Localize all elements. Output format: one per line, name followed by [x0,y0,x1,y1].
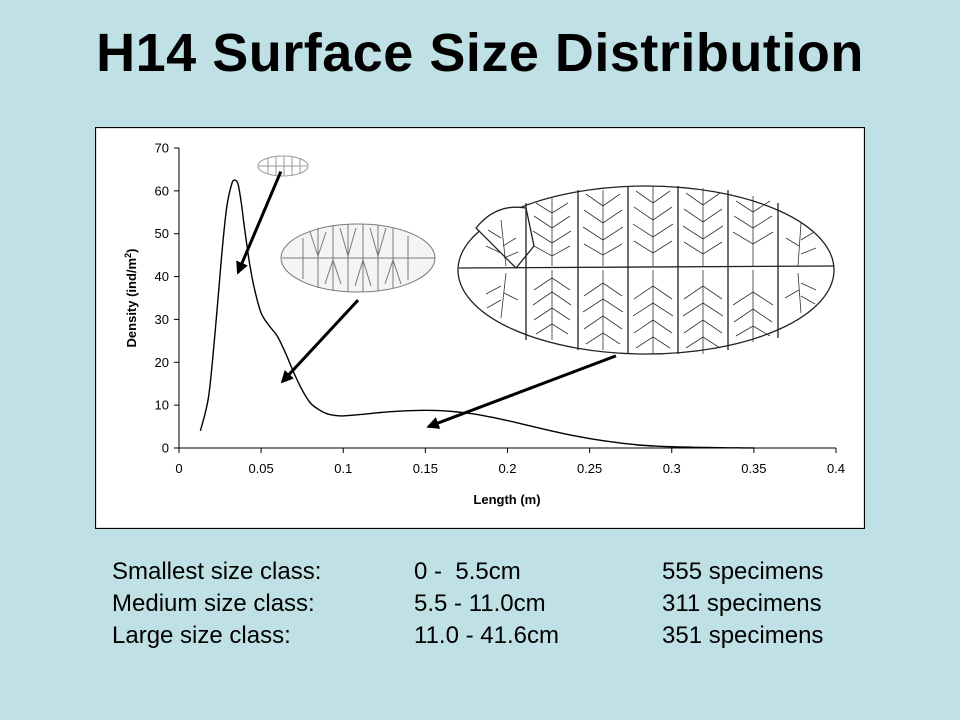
size-class-count: 311 specimens [662,590,822,617]
x-tick-label: 0.35 [741,461,766,476]
size-class-label: Large size class: [112,622,291,649]
x-tick-label: 0 [175,461,182,476]
annotation-arrows [236,170,617,429]
y-axis-title: Density (ind/m2) [123,249,139,348]
size-class-count: 351 specimens [662,622,824,649]
y-tick-label: 50 [155,226,169,241]
size-class-range: 0 - 5.5cm [414,558,521,585]
x-tick-label: 0.05 [248,461,273,476]
chart-panel: 0 10 20 30 40 50 60 70 0 0.05 0.1 0.15 0.2 0.25 0.3 0.… [95,127,865,529]
x-tick-label: 0.2 [498,461,516,476]
density-curve [199,179,754,449]
summary-row-medium: Medium size class: 5.5 - 11.0cm 311 spec… [112,590,872,622]
x-tick-label: 0.4 [827,461,845,476]
x-axis-title: Length (m) [473,492,540,507]
y-tick-label: 40 [155,269,169,284]
y-tick-label: 10 [155,398,169,413]
medium-specimen-drawing [280,223,436,293]
annotation-arrow [426,354,617,429]
small-specimen-drawing [257,155,309,177]
x-axis-ticks: 0 0.05 0.1 0.15 0.2 0.25 0.3 0.35 0.4 [175,448,845,476]
summary-row-large: Large size class: 11.0 - 41.6cm 351 spec… [112,622,872,654]
size-class-label: Smallest size class: [112,558,322,585]
size-class-summary: Smallest size class: 0 - 5.5cm 555 speci… [112,558,872,654]
density-chart: 0 10 20 30 40 50 60 70 0 0.05 0.1 0.15 0.2 0.25 0.3 0.… [123,141,845,508]
size-class-range: 5.5 - 11.0cm [414,590,546,617]
x-tick-label: 0.25 [577,461,602,476]
y-tick-label: 60 [155,183,169,198]
x-tick-label: 0.1 [334,461,352,476]
x-tick-label: 0.15 [413,461,438,476]
annotation-arrow [236,170,283,275]
size-class-label: Medium size class: [112,590,315,617]
y-axis-ticks: 0 10 20 30 40 50 60 70 [155,141,179,456]
annotation-arrow [280,299,360,384]
slide-title: H14 Surface Size Distribution [96,23,864,83]
size-class-range: 11.0 - 41.6cm [414,622,559,649]
summary-row-smallest: Smallest size class: 0 - 5.5cm 555 speci… [112,558,872,590]
x-tick-label: 0.3 [663,461,681,476]
y-tick-label: 0 [162,441,169,456]
size-class-count: 555 specimens [662,558,824,585]
large-specimen-drawing [457,185,835,355]
y-tick-label: 30 [155,312,169,327]
y-tick-label: 20 [155,355,169,370]
y-tick-label: 70 [155,141,169,156]
